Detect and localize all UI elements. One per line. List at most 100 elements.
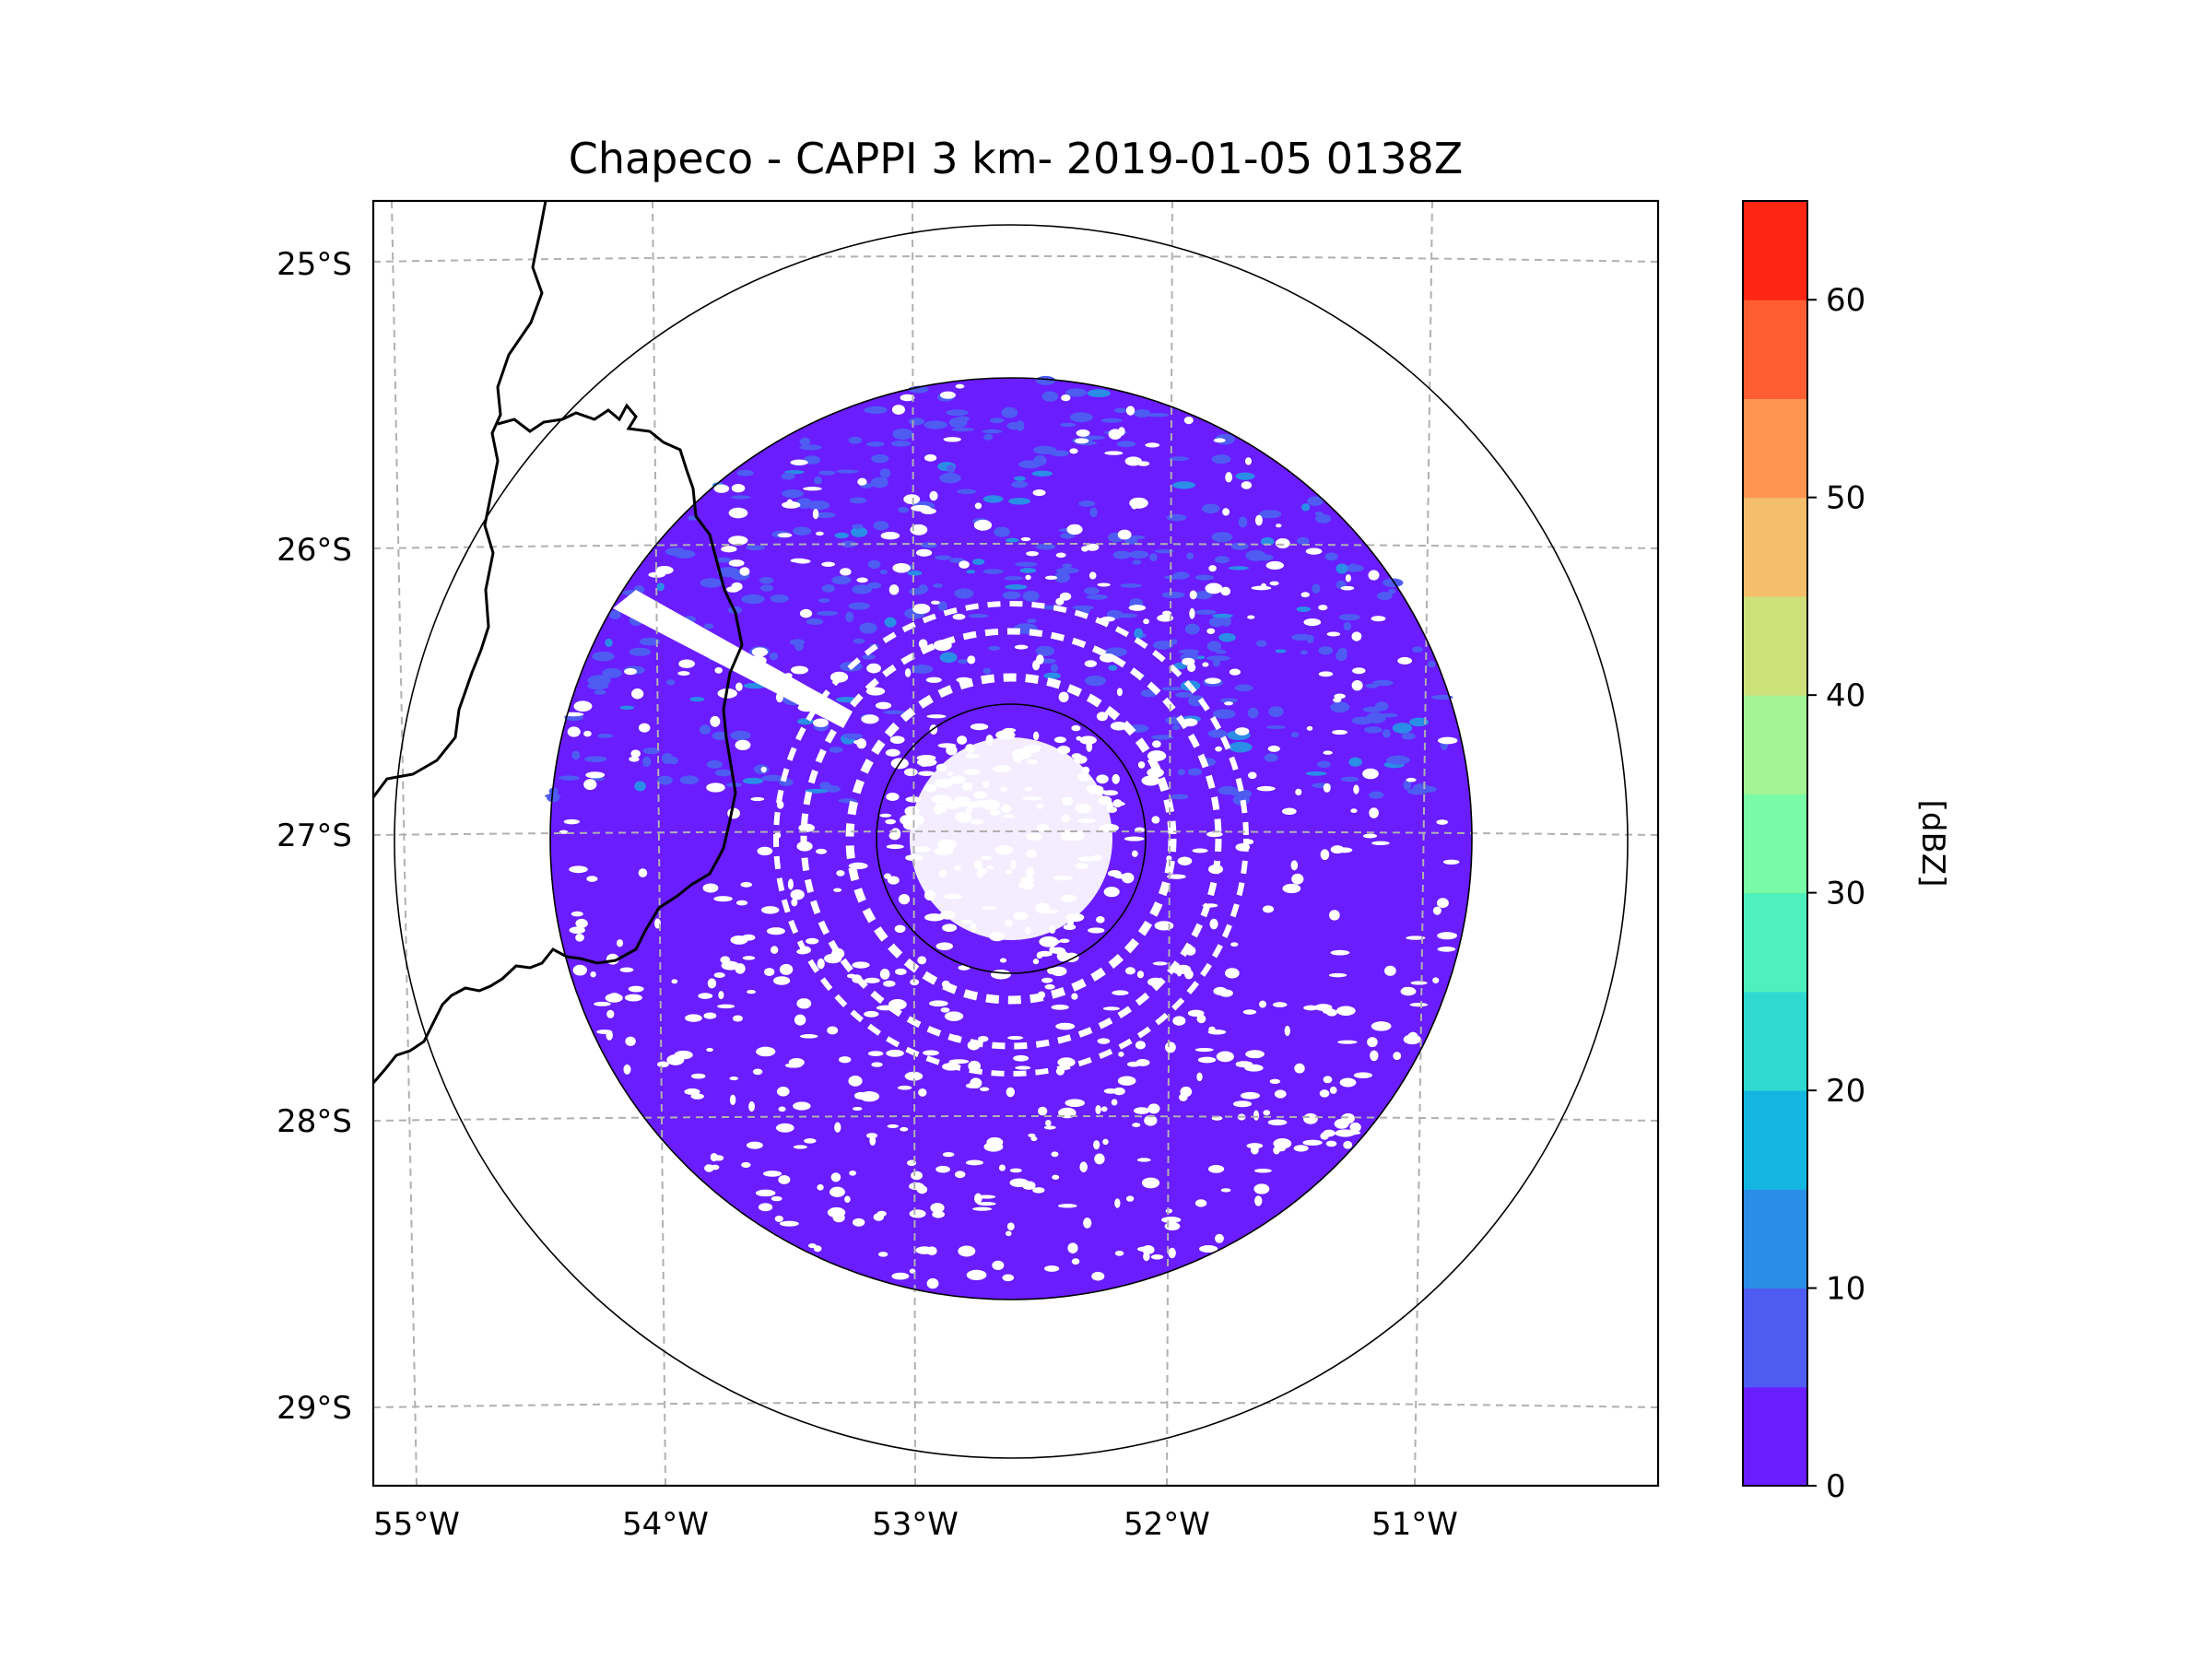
clear-speck: [750, 796, 765, 802]
clear-speck: [1009, 1168, 1022, 1173]
clear-speck: [916, 758, 937, 767]
echo-speck: [1035, 375, 1056, 385]
clear-speck: [1164, 1221, 1181, 1231]
echo-speck: [1187, 768, 1203, 776]
echo-speck: [957, 659, 969, 665]
clear-speck: [1273, 1138, 1292, 1149]
clear-speck: [740, 881, 752, 888]
clear-speck: [731, 582, 743, 592]
clear-speck: [900, 394, 915, 402]
clear-speck: [1065, 1099, 1085, 1108]
echo-speck: [609, 610, 621, 620]
echo-speck: [935, 555, 952, 560]
echo-speck: [1201, 503, 1220, 514]
echo-speck: [1134, 409, 1151, 418]
clear-speck: [638, 723, 651, 733]
colorbar-tick-label: 40: [1826, 677, 1865, 714]
echo-speck: [867, 582, 882, 589]
echo-speck: [852, 584, 873, 594]
clear-speck: [1256, 785, 1276, 792]
echo-speck: [853, 638, 865, 644]
clear-speck: [1235, 1061, 1253, 1068]
clear-speck: [1323, 782, 1331, 793]
clear-speck: [1147, 1103, 1160, 1114]
echo-speck: [583, 756, 607, 763]
echo-speck: [1386, 755, 1410, 765]
echo-speck: [982, 429, 1003, 434]
clear-speck: [739, 567, 750, 576]
clear-speck: [935, 1165, 951, 1173]
echo-speck: [661, 753, 674, 764]
clear-speck: [1371, 616, 1386, 622]
clear-speck: [1006, 1087, 1015, 1098]
clear-speck: [1205, 582, 1223, 594]
echo-speck: [759, 584, 774, 592]
clear-speck: [774, 1215, 783, 1222]
clear-speck: [1295, 788, 1302, 796]
clear-speck: [1253, 1110, 1260, 1121]
echo-speck: [1100, 418, 1123, 423]
echo-speck: [642, 756, 652, 768]
clear-speck: [930, 600, 940, 605]
clear-speck: [729, 1076, 739, 1081]
echo-speck: [1006, 537, 1019, 543]
echo-speck: [1234, 684, 1253, 692]
echo-speck: [871, 453, 889, 464]
clear-speck: [656, 1061, 669, 1068]
clear-speck: [885, 748, 900, 757]
clear-speck: [678, 659, 696, 668]
clear-speck: [1025, 574, 1031, 581]
echo-speck: [884, 617, 897, 628]
echo-speck: [848, 436, 862, 444]
echo-speck: [1403, 780, 1412, 791]
clear-speck: [1353, 784, 1359, 794]
clear-speck: [616, 939, 624, 947]
clear-speck: [1135, 1059, 1150, 1066]
map-axes: [371, 199, 1660, 1488]
clear-speck: [1058, 691, 1069, 702]
echo-speck: [848, 602, 871, 610]
clear-speck: [1318, 671, 1334, 677]
colorbar-tick-label: 60: [1826, 282, 1865, 319]
echo-speck: [1078, 500, 1096, 507]
echo-speck: [703, 623, 714, 629]
clear-speck: [1015, 1065, 1031, 1070]
clear-speck: [746, 1141, 763, 1149]
clear-speck: [891, 405, 905, 415]
echo-speck: [1033, 454, 1047, 466]
echo-speck: [597, 733, 614, 738]
echo-speck: [1348, 757, 1362, 767]
clear-speck: [1272, 1002, 1288, 1007]
echo-speck: [1031, 470, 1053, 477]
clear-speck: [867, 1051, 884, 1057]
clear-speck: [1281, 807, 1297, 816]
clear-speck: [791, 898, 798, 907]
clear-speck: [1085, 543, 1100, 551]
clear-speck: [1337, 1040, 1358, 1044]
echo-speck: [1163, 575, 1182, 580]
echo-speck: [639, 637, 661, 646]
clear-speck: [628, 985, 644, 993]
clear-speck: [706, 1048, 713, 1053]
clear-speck: [803, 487, 822, 491]
echo-speck: [939, 473, 961, 484]
clear-speck: [916, 548, 933, 557]
echo-speck: [1312, 583, 1321, 594]
clear-speck: [776, 1123, 794, 1133]
clear-speck: [1114, 1198, 1121, 1208]
echo-speck: [1086, 594, 1108, 600]
clear-speck: [1002, 1274, 1015, 1282]
clear-speck: [563, 818, 580, 825]
clear-speck: [1302, 1139, 1323, 1146]
radar-reflectivity-field: [544, 375, 1472, 1300]
clear-speck: [1198, 1245, 1218, 1253]
clear-speck: [816, 531, 824, 536]
echo-speck: [1206, 655, 1230, 662]
clear-speck: [917, 956, 927, 965]
echo-speck: [1376, 592, 1393, 601]
clear-speck: [932, 1210, 946, 1218]
lon-label: 55°W: [373, 1506, 460, 1543]
clear-speck: [790, 459, 808, 466]
echo-speck: [1421, 785, 1437, 793]
lon-label: 54°W: [622, 1506, 709, 1543]
